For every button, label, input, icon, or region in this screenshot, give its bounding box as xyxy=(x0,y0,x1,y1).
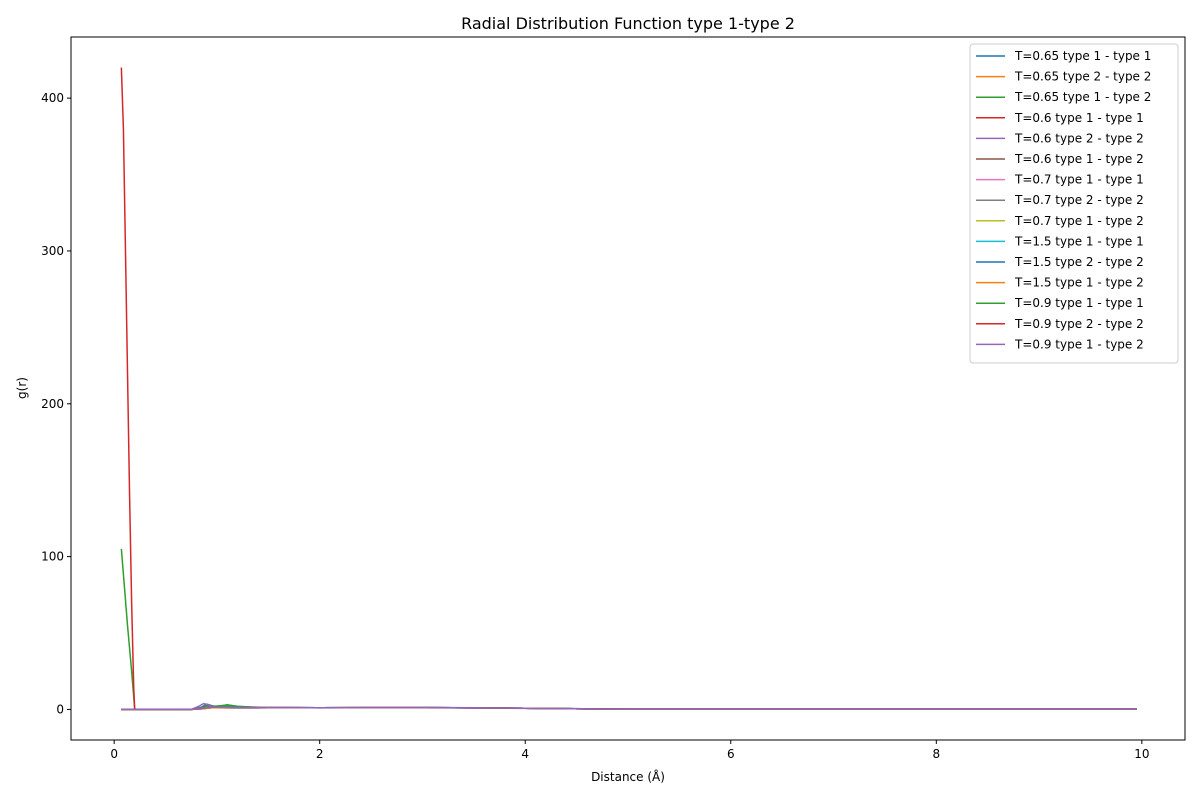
legend-label: T=1.5 type 2 - type 2 xyxy=(1014,255,1144,269)
plot-frame xyxy=(70,36,1186,741)
series-layer xyxy=(120,67,1137,711)
y-tick-label: 100 xyxy=(41,550,64,564)
y-tick-label: 300 xyxy=(41,244,64,258)
legend-label: T=0.7 type 2 - type 2 xyxy=(1014,193,1144,207)
series-line-15 xyxy=(121,706,1137,711)
y-tick-label: 200 xyxy=(41,397,64,411)
chart-title: Radial Distribution Function type 1-type… xyxy=(461,14,795,33)
y-tick-label: 400 xyxy=(41,91,64,105)
legend-label: T=0.65 type 2 - type 2 xyxy=(1014,70,1151,84)
x-tick-label: 0 xyxy=(110,747,118,761)
legend-label: T=0.9 type 1 - type 2 xyxy=(1014,337,1144,351)
x-axis-label: Distance (Å) xyxy=(591,769,665,784)
y-axis-ticks: 0 100 200 300 400 xyxy=(41,91,71,716)
legend-label: T=0.6 type 2 - type 2 xyxy=(1014,131,1144,145)
legend-label: T=0.6 type 1 - type 2 xyxy=(1014,152,1144,166)
legend-label: T=0.65 type 1 - type 1 xyxy=(1014,49,1151,63)
legend-label: T=0.7 type 1 - type 2 xyxy=(1014,214,1144,228)
x-tick-label: 8 xyxy=(932,747,940,761)
legend-label: T=0.6 type 1 - type 1 xyxy=(1014,111,1144,125)
x-tick-label: 2 xyxy=(316,747,324,761)
legend-label: T=0.65 type 1 - type 2 xyxy=(1014,90,1151,104)
legend-label: T=0.9 type 1 - type 1 xyxy=(1014,296,1144,310)
legend-label: T=1.5 type 1 - type 1 xyxy=(1014,234,1144,248)
legend: T=0.65 type 1 - type 1 T=0.65 type 2 - ty… xyxy=(969,43,1179,364)
y-axis-label: g(r) xyxy=(15,377,29,399)
x-tick-label: 6 xyxy=(727,747,735,761)
y-tick-label: 0 xyxy=(56,702,64,716)
legend-label: T=1.5 type 1 - type 2 xyxy=(1014,276,1144,290)
x-axis-ticks: 0 2 4 6 8 10 xyxy=(110,740,1149,761)
x-tick-label: 10 xyxy=(1134,747,1149,761)
x-tick-label: 4 xyxy=(521,747,529,761)
legend-label: T=0.9 type 2 - type 2 xyxy=(1014,317,1144,331)
legend-items: T=0.65 type 1 - type 1 T=0.65 type 2 - ty… xyxy=(976,49,1151,351)
legend-label: T=0.7 type 1 - type 1 xyxy=(1014,173,1144,187)
legend-box xyxy=(969,43,1179,364)
